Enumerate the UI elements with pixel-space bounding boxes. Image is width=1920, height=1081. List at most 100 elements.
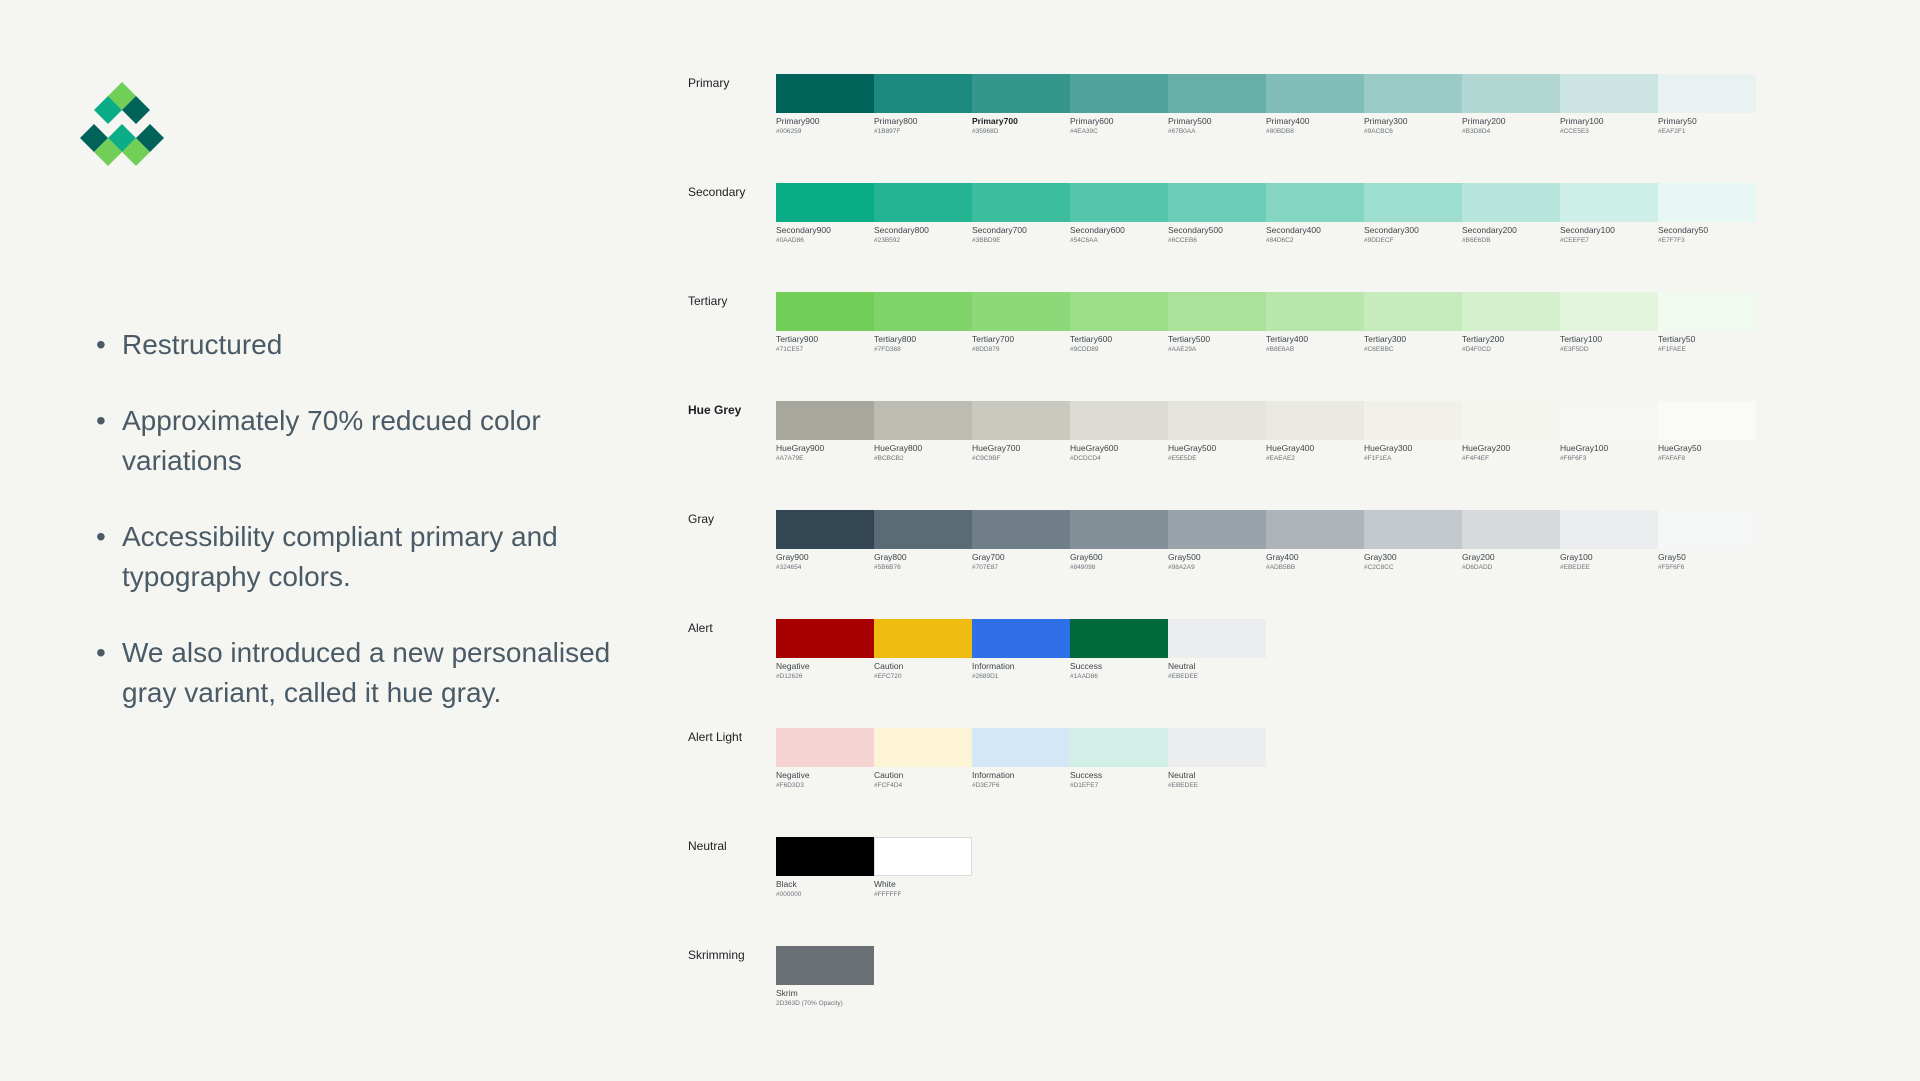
swatch-hex: #35968D bbox=[972, 128, 999, 135]
swatch-hex: #F4F4EF bbox=[1462, 455, 1490, 462]
swatch-name: Gray900 bbox=[776, 552, 809, 562]
swatch-chip bbox=[1364, 510, 1462, 549]
swatch-hex: #B3D8D4 bbox=[1462, 128, 1491, 135]
swatch-name: Primary900 bbox=[776, 116, 820, 126]
swatch-chip bbox=[776, 401, 874, 440]
swatch-name: Primary600 bbox=[1070, 116, 1114, 126]
swatch-name: Secondary100 bbox=[1560, 225, 1615, 235]
color-swatch: Primary200 #B3D8D4 bbox=[1462, 74, 1560, 136]
swatch-hex: #FAFAF8 bbox=[1658, 455, 1686, 462]
swatch-hex: #C6EBBC bbox=[1364, 346, 1394, 353]
color-swatch: Tertiary200 #D4F0CD bbox=[1462, 292, 1560, 354]
color-swatch: Primary50 #EAF2F1 bbox=[1658, 74, 1756, 136]
swatch-name: Secondary900 bbox=[776, 225, 831, 235]
swatch-chip bbox=[972, 401, 1070, 440]
swatch-group: Tertiary900 #71CE57 Tertiary800 #7FD368 Tert… bbox=[776, 292, 1756, 354]
swatch-hex: #707E87 bbox=[972, 564, 999, 571]
swatch-hex: #1B897F bbox=[874, 128, 901, 135]
swatch-name: Skrim bbox=[776, 988, 798, 998]
swatch-chip bbox=[1168, 619, 1266, 658]
palette-row-label: Gray bbox=[688, 512, 715, 526]
swatch-hex: 2D363D (70% Opacity) bbox=[776, 1000, 843, 1007]
swatch-name: Tertiary300 bbox=[1364, 334, 1407, 344]
color-swatch: HueGray300 #F1F1EA bbox=[1364, 401, 1462, 463]
color-swatch: Gray200 #D6DADD bbox=[1462, 510, 1560, 572]
swatch-name: HueGray900 bbox=[776, 443, 825, 453]
swatch-chip bbox=[776, 837, 874, 876]
swatch-hex: #F5F6F6 bbox=[1658, 564, 1685, 571]
color-swatch: Tertiary300 #C6EBBC bbox=[1364, 292, 1462, 354]
swatch-chip bbox=[1168, 292, 1266, 331]
swatch-chip bbox=[1560, 74, 1658, 113]
swatch-chip bbox=[776, 183, 874, 222]
color-swatch: Primary300 #9ACBC6 bbox=[1364, 74, 1462, 136]
swatch-name: Tertiary400 bbox=[1266, 334, 1309, 344]
swatch-name: Tertiary200 bbox=[1462, 334, 1505, 344]
swatch-chip bbox=[972, 728, 1070, 767]
swatch-hex: #CCE5E3 bbox=[1560, 128, 1589, 135]
color-swatch: Information #D3E7F6 bbox=[972, 728, 1070, 790]
swatch-chip bbox=[1266, 292, 1364, 331]
swatch-name: Gray300 bbox=[1364, 552, 1397, 562]
palette-row: Neutral Black #000000 White #FFFFFF bbox=[688, 837, 1798, 946]
swatch-hex: #F1F1EA bbox=[1364, 455, 1392, 462]
swatch-name: Information bbox=[972, 661, 1015, 671]
palette-row: Skrimming Skrim 2D363D (70% Opacity) bbox=[688, 946, 1798, 1055]
palette-row: Primary Primary900 #006259 Primary800 #1B897… bbox=[688, 74, 1798, 183]
color-swatch: Tertiary50 #F1FAEE bbox=[1658, 292, 1756, 354]
swatch-hex: #98A2A9 bbox=[1168, 564, 1195, 571]
color-swatch: Gray100 #EBEDEE bbox=[1560, 510, 1658, 572]
swatch-chip bbox=[1462, 74, 1560, 113]
swatch-chip bbox=[1364, 292, 1462, 331]
swatch-group: Secondary900 #0AAD86 Secondary800 #23B592 Se… bbox=[776, 183, 1756, 245]
swatch-name: HueGray50 bbox=[1658, 443, 1702, 453]
swatch-name: Neutral bbox=[1168, 770, 1196, 780]
swatch-hex: #6CCEB6 bbox=[1168, 237, 1197, 244]
swatch-hex: #C2C8CC bbox=[1364, 564, 1394, 571]
swatch-hex: #D3E7F6 bbox=[972, 782, 1000, 789]
swatch-chip bbox=[874, 401, 972, 440]
palette-row: Tertiary Tertiary900 #71CE57 Tertiary800 #7F… bbox=[688, 292, 1798, 401]
color-swatch: Primary800 #1B897F bbox=[874, 74, 972, 136]
swatch-hex: #FFFFFF bbox=[874, 891, 902, 898]
color-swatch: Secondary500 #6CCEB6 bbox=[1168, 183, 1266, 245]
swatch-chip bbox=[874, 837, 972, 876]
highlight-item: We also introduced a new personalised gr… bbox=[96, 633, 616, 713]
swatch-name: White bbox=[874, 879, 896, 889]
swatch-hex: #CEEFE7 bbox=[1560, 237, 1589, 244]
swatch-name: HueGray800 bbox=[874, 443, 923, 453]
swatch-hex: #0AAD86 bbox=[776, 237, 804, 244]
color-swatch: Neutral #EBEDEE bbox=[1168, 619, 1266, 681]
swatch-hex: #E5E5DE bbox=[1168, 455, 1197, 462]
swatch-group: Black #000000 White #FFFFFF bbox=[776, 837, 972, 899]
swatch-hex: #D1EFE7 bbox=[1070, 782, 1099, 789]
swatch-name: Success bbox=[1070, 661, 1103, 671]
swatch-hex: #F6F6F3 bbox=[1560, 455, 1587, 462]
swatch-hex: #DCDCD4 bbox=[1070, 455, 1101, 462]
swatch-name: Gray600 bbox=[1070, 552, 1103, 562]
palette-row-label: Secondary bbox=[688, 185, 746, 199]
swatch-chip bbox=[1168, 74, 1266, 113]
swatch-name: Tertiary600 bbox=[1070, 334, 1113, 344]
swatch-chip bbox=[1168, 183, 1266, 222]
color-swatch: Gray50 #F5F6F6 bbox=[1658, 510, 1756, 572]
swatch-name: Primary500 bbox=[1168, 116, 1212, 126]
swatch-chip bbox=[1364, 183, 1462, 222]
swatch-name: Gray100 bbox=[1560, 552, 1593, 562]
swatch-chip bbox=[972, 74, 1070, 113]
swatch-hex: #C9C9BF bbox=[972, 455, 1001, 462]
swatch-chip bbox=[1462, 401, 1560, 440]
swatch-name: HueGray100 bbox=[1560, 443, 1609, 453]
color-swatch: HueGray700 #C9C9BF bbox=[972, 401, 1070, 463]
color-swatch: Secondary900 #0AAD86 bbox=[776, 183, 874, 245]
swatch-name: Black bbox=[776, 879, 797, 889]
swatch-hex: #FCF4D4 bbox=[874, 782, 903, 789]
color-swatch: Tertiary600 #9CDD89 bbox=[1070, 292, 1168, 354]
swatch-name: Gray800 bbox=[874, 552, 907, 562]
swatch-chip bbox=[1070, 74, 1168, 113]
swatch-name: Secondary500 bbox=[1168, 225, 1223, 235]
swatch-chip bbox=[1266, 183, 1364, 222]
swatch-chip bbox=[972, 619, 1070, 658]
swatch-hex: #5B6B76 bbox=[874, 564, 901, 571]
color-swatch: Tertiary800 #7FD368 bbox=[874, 292, 972, 354]
